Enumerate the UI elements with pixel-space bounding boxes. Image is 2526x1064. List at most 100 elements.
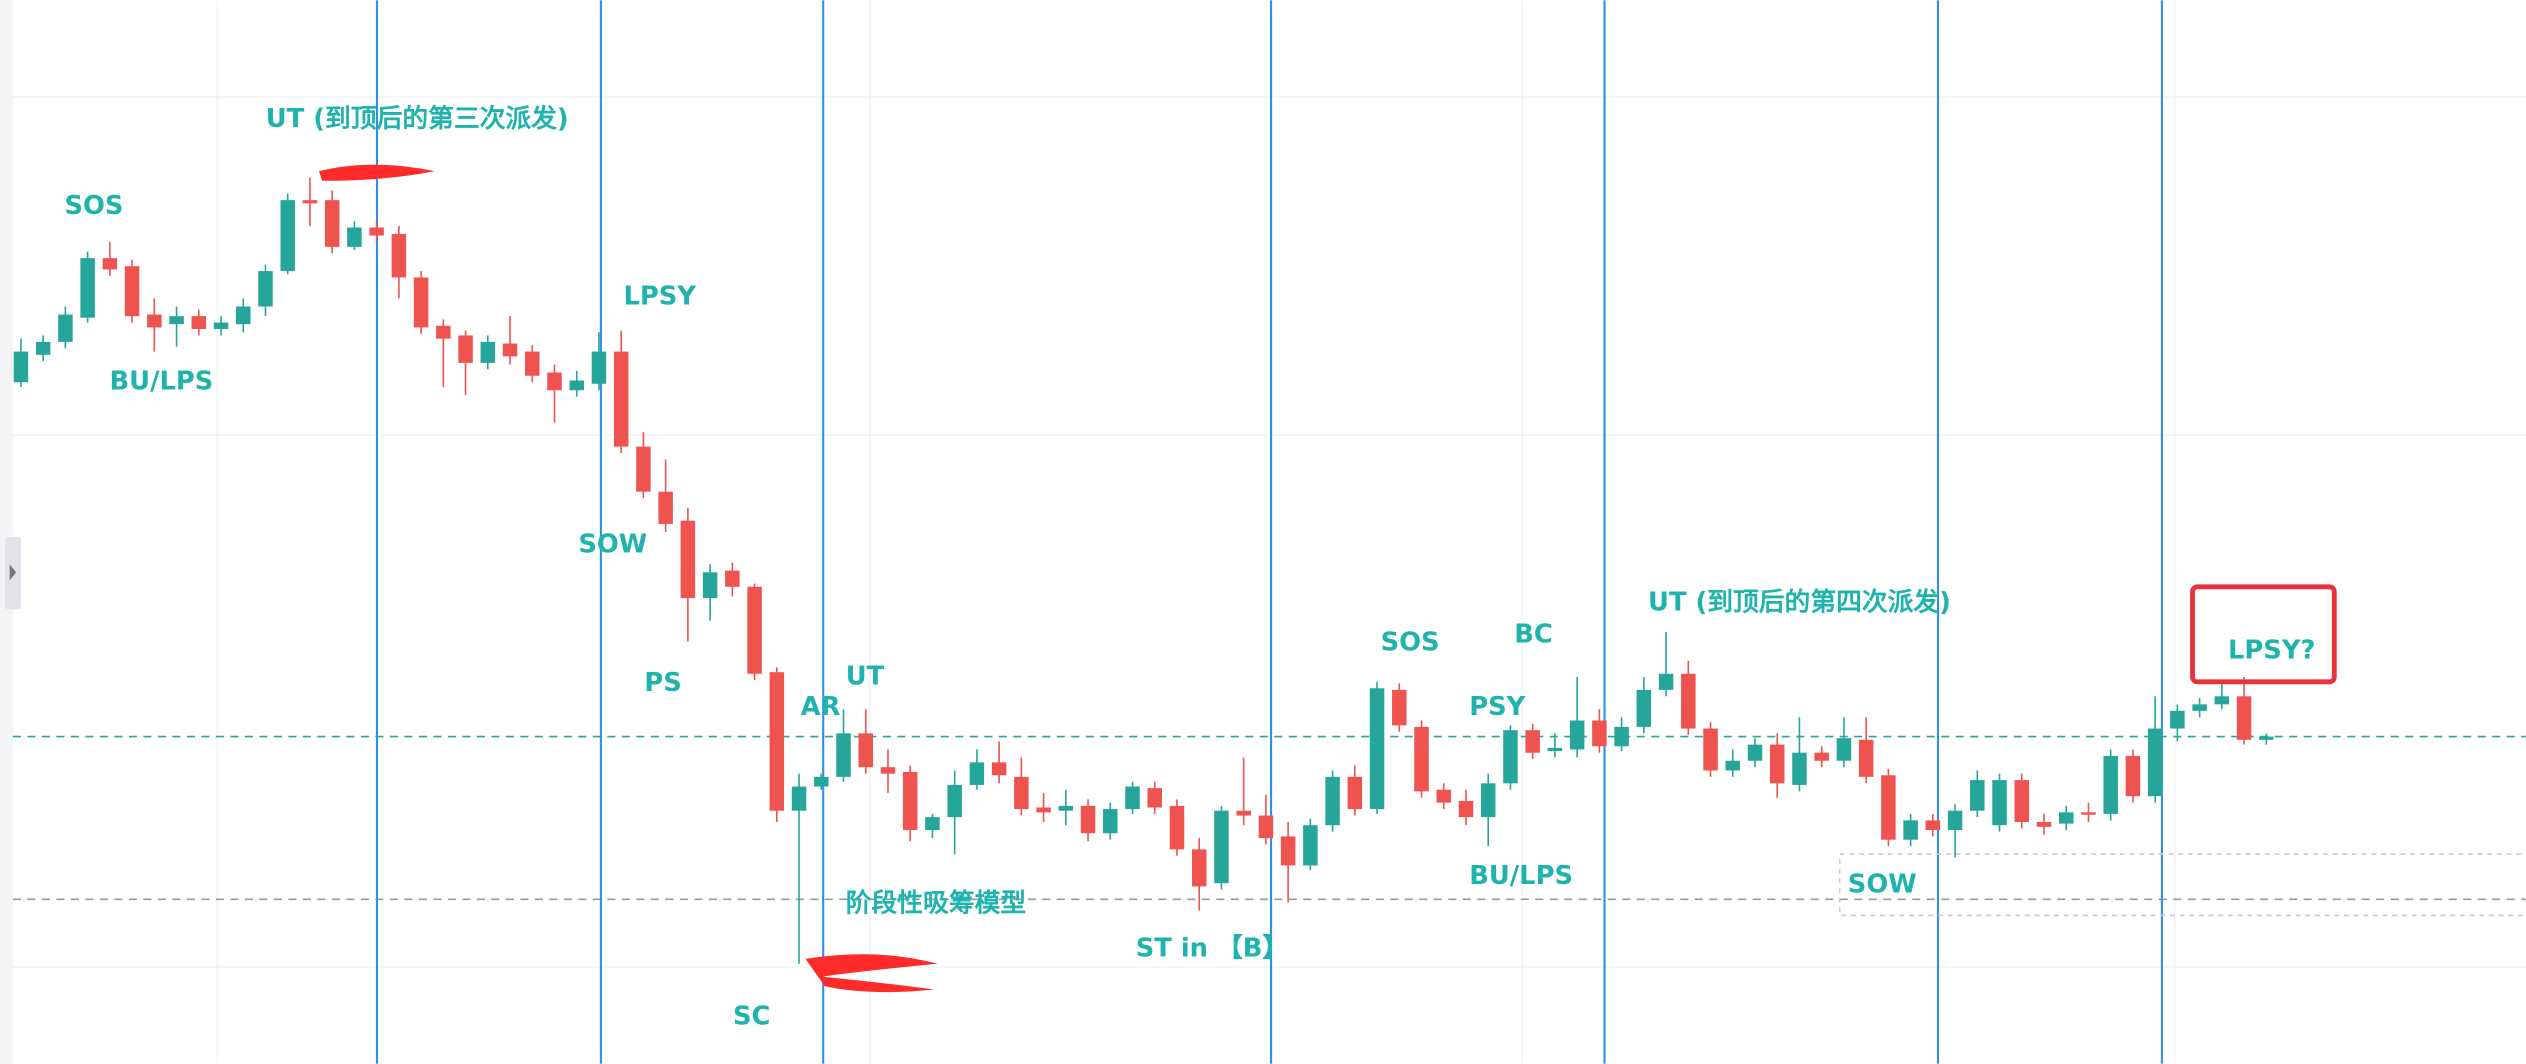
candle-body — [1503, 730, 1518, 784]
candle-body — [2103, 755, 2118, 814]
candle-body — [1347, 776, 1363, 810]
candle-body — [147, 314, 162, 328]
candle-body — [569, 380, 584, 391]
phase-dividers — [375, 0, 2163, 1064]
candle-body — [1058, 805, 1074, 811]
candle-body — [480, 341, 496, 363]
candle-body — [80, 258, 95, 318]
candle-body — [1992, 780, 2007, 826]
candle-body — [324, 200, 340, 247]
candle-body — [902, 772, 918, 831]
annotation: UT — [846, 661, 885, 691]
candle-body — [1169, 805, 1185, 850]
candle-body — [458, 335, 473, 363]
candle-body — [1569, 720, 1585, 750]
candle-body — [2058, 812, 2074, 824]
candle-body — [814, 776, 829, 787]
candle-body — [369, 227, 384, 236]
annotation: SC — [733, 1001, 770, 1031]
candle-body — [2036, 821, 2052, 827]
candle-body — [169, 316, 184, 325]
candle-body — [1525, 730, 1540, 753]
annotation: PS — [644, 668, 681, 698]
candle-body — [1103, 809, 1118, 834]
candle-body — [1814, 752, 1829, 761]
candle-body — [413, 277, 429, 328]
scribble — [805, 954, 938, 993]
candle-body — [836, 733, 851, 777]
candle-body — [1614, 726, 1629, 747]
candle-body — [1036, 807, 1051, 813]
candle-body — [858, 733, 873, 768]
candle-body — [2192, 704, 2207, 711]
annotation: UT (到顶后的第三次派发) — [266, 103, 569, 134]
candle-body — [13, 351, 29, 383]
candle-body — [1303, 825, 1318, 866]
highlight-box — [2190, 584, 2337, 685]
candle-body — [1792, 752, 1807, 785]
candle-body — [525, 351, 540, 376]
candle-body — [1747, 744, 1763, 761]
candle-body — [1925, 820, 1941, 831]
candle-body — [2125, 755, 2141, 797]
toggle-arrow — [9, 564, 17, 581]
candle-body — [1458, 801, 1474, 818]
candle-body — [1970, 780, 1985, 811]
candle-body — [102, 258, 118, 270]
candle-body — [547, 372, 562, 391]
candle-body — [1414, 726, 1429, 792]
candle-body — [791, 786, 807, 811]
candle-body — [2259, 736, 2274, 740]
candle-body — [613, 351, 629, 447]
candle-body — [2147, 728, 2163, 797]
annotation: BU/LPS — [110, 367, 214, 397]
annotation: AR — [801, 692, 841, 722]
annotation: 阶段性吸筹模型 — [846, 888, 1026, 919]
candle-body — [658, 491, 673, 524]
candle-body — [1725, 760, 1741, 771]
annotation: BC — [1514, 620, 1553, 650]
candle-body — [702, 572, 718, 599]
candle-body — [991, 762, 1007, 776]
candle-body — [1325, 776, 1340, 826]
candle-body — [1392, 689, 1407, 726]
candle-body — [2170, 710, 2185, 729]
candle-body — [347, 227, 362, 247]
candle-body — [2214, 696, 2230, 705]
candle-body — [1236, 810, 1251, 816]
candle-body — [1658, 673, 1674, 690]
annotation: BU/LPS — [1469, 861, 1573, 891]
candle-body — [2014, 780, 2030, 822]
candle-body — [35, 341, 51, 355]
annotation: LPSY — [623, 281, 696, 311]
annotation: SOS — [64, 191, 123, 221]
candle-body — [2236, 696, 2252, 740]
candle-body — [1592, 720, 1607, 747]
candle-body — [1191, 849, 1207, 887]
annotation: SOW — [1848, 869, 1917, 899]
candle-body — [258, 271, 273, 307]
annotation: SOS — [1381, 628, 1440, 658]
candle-body — [969, 762, 985, 785]
candle-body — [680, 520, 696, 599]
candle-body — [1881, 775, 1896, 840]
candle-body — [280, 200, 295, 272]
candle-body — [2081, 812, 2096, 815]
candle-body — [58, 314, 73, 342]
candle-body — [1547, 747, 1563, 752]
candle-body — [880, 767, 896, 774]
candle-body — [302, 200, 318, 204]
candle-body — [213, 322, 229, 330]
candle-body — [391, 233, 407, 278]
candle-body — [1147, 788, 1162, 808]
candle-body — [925, 817, 940, 831]
candle-body — [1125, 786, 1140, 810]
candle-body — [1080, 805, 1096, 834]
candle-body — [1636, 689, 1652, 727]
candle-body — [591, 351, 607, 384]
candle-body — [1280, 836, 1296, 866]
annotation: SOW — [578, 529, 647, 559]
left-sidebar — [0, 0, 13, 1064]
